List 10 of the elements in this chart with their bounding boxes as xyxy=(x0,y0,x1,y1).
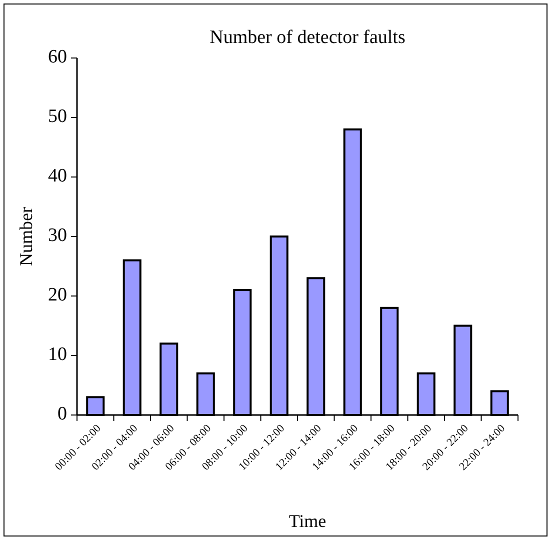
y-axis-title: Number xyxy=(16,207,36,266)
chart-title: Number of detector faults xyxy=(210,27,406,48)
y-tick-label: 0 xyxy=(58,403,67,424)
y-tick-label: 20 xyxy=(48,284,67,306)
y-tick-label: 10 xyxy=(48,344,67,365)
x-axis-title: Time xyxy=(288,511,326,531)
y-tick-label: 60 xyxy=(48,46,67,68)
y-tick-label: 50 xyxy=(48,106,67,127)
y-tick-label: 30 xyxy=(48,224,67,246)
y-tick-label: 40 xyxy=(48,165,67,186)
